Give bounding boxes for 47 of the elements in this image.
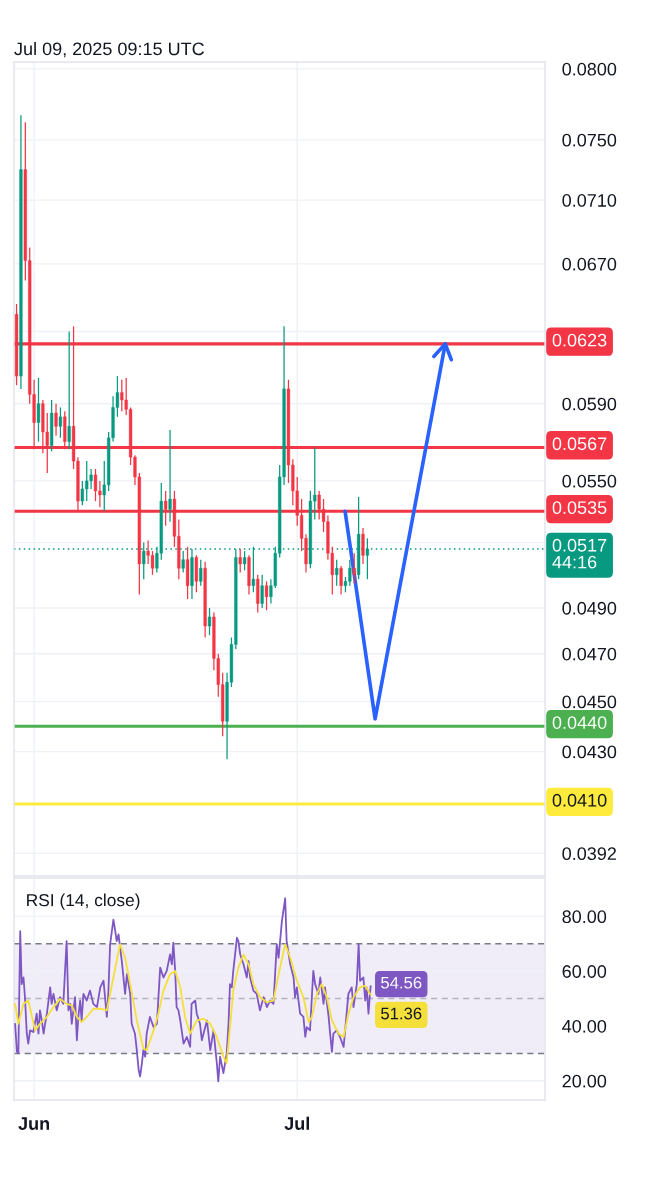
chart-title: Jul 09, 2025 09:15 UTC — [14, 41, 205, 58]
data-label: 54.56 — [381, 976, 422, 989]
y-tick-label: 0.0590 — [562, 397, 617, 411]
candlestick — [199, 559, 203, 587]
y-tick-label: 40.00 — [562, 1019, 607, 1033]
candlestick — [335, 559, 339, 587]
y-tick-label: 0.0800 — [562, 62, 617, 76]
ref-line-label: 0.0623 — [552, 333, 607, 347]
y-tick-label: 60.00 — [562, 965, 607, 978]
x-tick-label: Jul — [284, 1116, 309, 1130]
candlestick — [365, 537, 369, 580]
y-tick-label: 0.0430 — [562, 745, 617, 759]
candlestick — [260, 574, 264, 609]
candlestick — [238, 548, 242, 574]
candlestick — [207, 607, 212, 636]
candlestick — [361, 527, 365, 565]
y-tick-label: 0.0670 — [562, 257, 617, 271]
y-tick-label: 0.0750 — [562, 133, 617, 147]
candlestick — [58, 406, 63, 439]
y-tick-label: 0.0392 — [562, 847, 616, 861]
ref-line-label: 0.0440 — [552, 716, 607, 729]
candlestick — [181, 550, 185, 574]
ref-line-label: 0.0567 — [552, 437, 607, 451]
y-tick-label: 80.00 — [562, 910, 607, 924]
ref-line-label: 0.0410 — [552, 793, 607, 807]
data-label: 51.36 — [381, 1007, 422, 1020]
candlestick — [168, 429, 172, 523]
candlestick — [36, 377, 41, 443]
ref-line-label: 0.0517 44:16 — [552, 538, 607, 569]
candlestick — [194, 554, 198, 593]
text: RSI (14, close) — [27, 893, 140, 910]
y-tick-label: 0.0490 — [562, 601, 617, 615]
candlestick — [264, 580, 269, 611]
y-tick-label: 0.0470 — [562, 647, 617, 661]
ref-line-label: 0.0535 — [552, 501, 607, 515]
x-tick-label: Jun — [18, 1117, 50, 1130]
candlestick — [352, 552, 356, 585]
y-tick-label: 0.0450 — [562, 695, 617, 709]
y-tick-label: 0.0710 — [562, 194, 617, 207]
y-tick-label: 20.00 — [562, 1074, 607, 1088]
candlestick — [89, 468, 93, 490]
candlestick — [67, 330, 71, 450]
line-series — [14, 943, 372, 1065]
candlestick — [54, 403, 58, 437]
candlestick — [339, 565, 343, 596]
y-tick-label: 0.0550 — [562, 474, 617, 488]
candlestick — [120, 379, 124, 412]
